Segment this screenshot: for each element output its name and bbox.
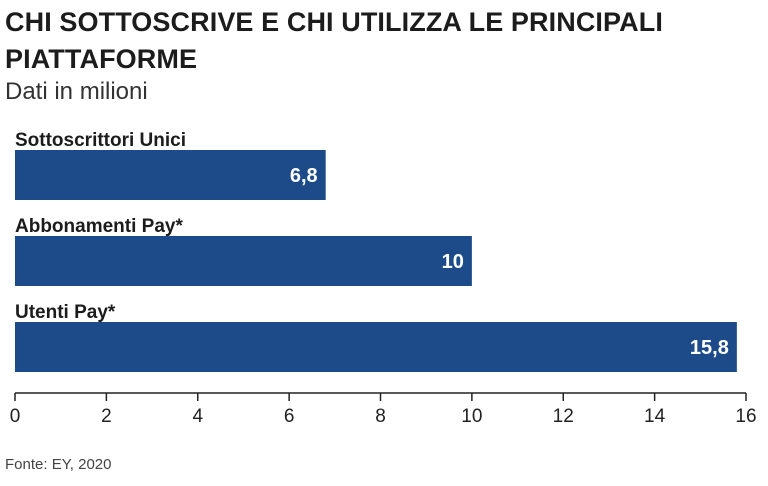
x-tick-label: 10: [461, 406, 482, 427]
x-tick-label: 14: [644, 406, 666, 427]
bar: [15, 236, 472, 286]
x-tick-label: 16: [735, 406, 756, 427]
x-tick-label: 12: [553, 406, 574, 427]
category-label: Sottoscrittori Unici: [15, 130, 186, 151]
x-tick-label: 6: [284, 406, 295, 427]
bar-value-label: 10: [442, 251, 464, 273]
category-label: Abbonamenti Pay*: [15, 216, 183, 237]
bar: [15, 322, 737, 372]
x-tick-label: 4: [192, 406, 203, 427]
x-tick-label: 0: [10, 406, 21, 427]
chart-subtitle: Dati in milioni: [5, 78, 148, 105]
source-note: Fonte: EY, 2020: [5, 456, 112, 473]
bar-value-label: 6,8: [290, 165, 318, 187]
x-tick-label: 2: [101, 406, 112, 427]
bar: [15, 150, 326, 200]
bar-value-label: 15,8: [690, 337, 729, 359]
x-tick-label: 8: [375, 406, 386, 427]
chart-title: CHI SOTTOSCRIVE E CHI UTILIZZA LE PRINCI…: [5, 7, 663, 74]
category-label: Utenti Pay*: [15, 302, 116, 323]
